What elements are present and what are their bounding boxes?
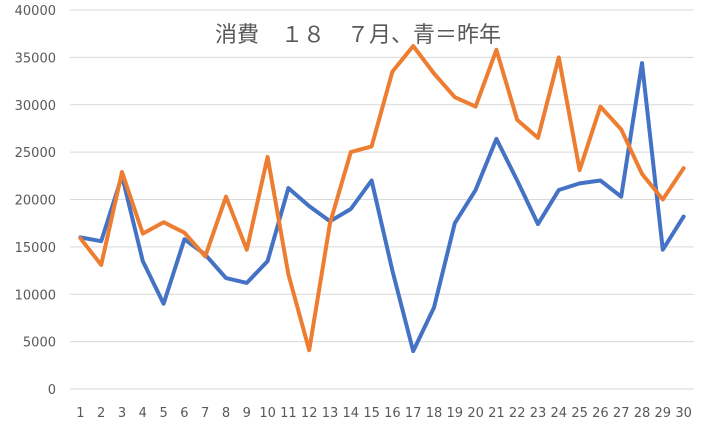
x-tick-label-28: 28: [634, 406, 651, 421]
x-tick-label-11: 11: [280, 406, 297, 421]
x-tick-label-15: 15: [363, 406, 380, 421]
x-tick-label-22: 22: [509, 406, 526, 421]
x-tick-label-20: 20: [467, 406, 484, 421]
x-axis-tick-labels: 1 2 3 4 5 6 7 8 9 10 11 12 13 14 15 16 17 18 19 20 21 22 23 24 2…: [76, 406, 692, 421]
x-tick-label-21: 21: [488, 406, 505, 421]
x-tick-label-17: 17: [405, 406, 422, 421]
y-tick-label-35000: 35000: [15, 51, 56, 66]
y-tick-label-25000: 25000: [15, 146, 56, 161]
y-tick-label-20000: 20000: [15, 194, 56, 209]
x-tick-label-25: 25: [571, 406, 588, 421]
series-line-2: [78, 44, 686, 353]
x-tick-label-7: 7: [201, 406, 209, 421]
x-tick-label-26: 26: [592, 406, 609, 421]
x-tick-label-12: 12: [301, 406, 318, 421]
chart-title: 消費 １８ ７月、青＝昨年: [215, 23, 501, 48]
series-line-1: [78, 61, 686, 354]
x-tick-label-14: 14: [343, 406, 360, 421]
x-tick-label-16: 16: [384, 406, 401, 421]
gridlines: [70, 9, 694, 390]
x-tick-label-3: 3: [118, 406, 126, 421]
x-tick-label-27: 27: [613, 406, 630, 421]
y-tick-label-0: 0: [48, 383, 56, 398]
x-tick-label-2: 2: [97, 406, 105, 421]
x-tick-label-1: 1: [76, 406, 84, 421]
y-tick-label-5000: 5000: [23, 336, 56, 351]
x-tick-label-6: 6: [180, 406, 188, 421]
x-tick-label-4: 4: [139, 406, 147, 421]
x-tick-label-29: 29: [655, 406, 672, 421]
x-tick-label-13: 13: [322, 406, 339, 421]
x-tick-label-8: 8: [222, 406, 230, 421]
x-tick-label-30: 30: [675, 406, 692, 421]
y-tick-label-30000: 30000: [15, 99, 56, 114]
series-lines: [78, 44, 686, 354]
x-tick-label-5: 5: [159, 406, 167, 421]
x-tick-label-23: 23: [530, 406, 547, 421]
x-tick-label-24: 24: [551, 406, 568, 421]
x-tick-label-18: 18: [426, 406, 443, 421]
y-axis-tick-labels: 0 5000 10000 15000 20000 25000 30000 35000 40000: [15, 4, 56, 398]
x-tick-label-10: 10: [259, 406, 276, 421]
x-tick-label-19: 19: [447, 406, 464, 421]
x-tick-label-9: 9: [243, 406, 251, 421]
y-tick-label-10000: 10000: [15, 288, 56, 303]
y-tick-label-15000: 15000: [15, 241, 56, 256]
y-tick-label-40000: 40000: [15, 4, 56, 19]
